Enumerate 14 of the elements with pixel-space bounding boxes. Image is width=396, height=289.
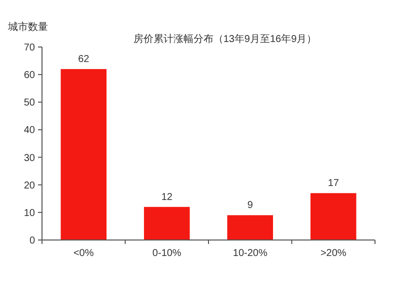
ytick: 0 (29, 236, 35, 246)
xtick: 10-20% (232, 248, 268, 259)
ytick: 10 (24, 208, 35, 219)
ytick: 70 (24, 42, 35, 54)
ytick: 30 (24, 152, 35, 164)
ytick: 40 (24, 125, 35, 136)
ytick: 60 (24, 70, 35, 82)
xtick: 0-10% (152, 248, 182, 259)
xtick: >20% (320, 248, 346, 259)
ytick: 50 (24, 98, 35, 109)
xtick: <0% (73, 248, 94, 259)
ytick: 20 (24, 180, 35, 192)
ylabel: 城市数量 (8, 22, 48, 33)
title: 房价累计涨幅分布（13年9月至16年9月） (133, 34, 317, 45)
